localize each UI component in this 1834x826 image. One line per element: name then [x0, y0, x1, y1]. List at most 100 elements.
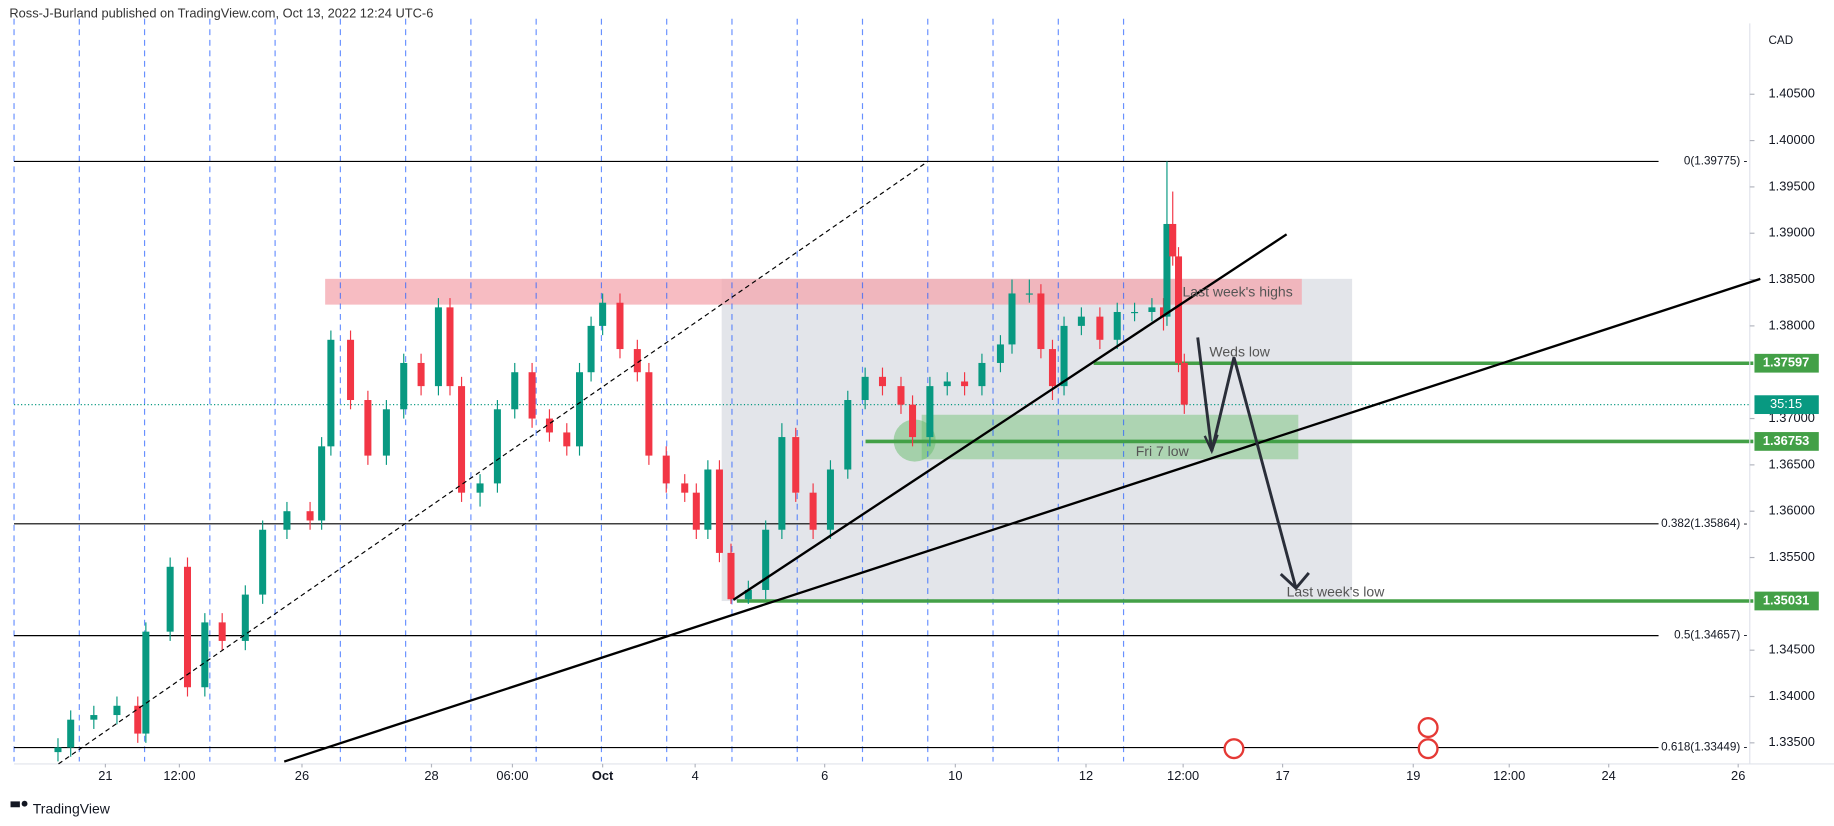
candle-body: [283, 511, 291, 530]
x-tick-label: 6: [821, 768, 828, 783]
candle-body: [792, 437, 800, 493]
candle-body: [382, 409, 390, 456]
candle-body: [715, 469, 723, 553]
candle-body: [1060, 325, 1068, 387]
event-icon[interactable]: [1223, 738, 1245, 760]
candle-body: [692, 492, 700, 530]
candle-body: [762, 529, 770, 590]
candle-body: [1096, 316, 1104, 340]
arrow-head: [1279, 571, 1310, 591]
y-tick-label: 1.38500: [1769, 271, 1815, 286]
candle-body: [926, 386, 934, 438]
candle-body: [318, 446, 326, 521]
y-tick-label: 1.34000: [1769, 688, 1815, 703]
fib-label: 0.618(1.33449) -: [1661, 741, 1747, 754]
x-tick-label: 26: [1731, 768, 1745, 783]
event-icon[interactable]: [1417, 717, 1439, 739]
candle-body: [961, 381, 969, 387]
annotation: Weds low: [1209, 343, 1270, 359]
candle-body: [400, 362, 408, 410]
x-tick-label: 12:00: [1493, 768, 1525, 783]
price-badge-label: 1.37597: [1763, 355, 1809, 370]
candle-body: [1048, 349, 1056, 387]
candle-body: [897, 386, 905, 405]
candle-body: [576, 372, 584, 447]
candle-body: [616, 302, 624, 350]
candle-body: [347, 339, 355, 401]
highs-zone: [325, 278, 1302, 305]
candle-body: [645, 372, 653, 456]
y-tick-label: 1.39000: [1769, 225, 1815, 240]
candle-body: [996, 344, 1004, 363]
drawings: Last week's highs Weds low Fri 7 low Las…: [58, 161, 1761, 765]
candle-body: [545, 418, 553, 433]
x-tick-label: 10: [948, 768, 962, 783]
candle-body: [744, 589, 752, 600]
levels: 0(1.39775) - 0.382(1.35864) - 0.5(1.34657)…: [14, 155, 1754, 754]
countdown: 35:15: [1770, 396, 1802, 411]
candle-body: [511, 372, 519, 410]
x-tick-label: 19: [1406, 768, 1420, 783]
dashed-trendline: [58, 161, 928, 765]
long-trendline: [283, 277, 1761, 763]
candle-body: [563, 432, 571, 447]
x-tick-label: Oct: [592, 768, 614, 783]
trendline: [732, 233, 1288, 601]
candle-body: [1008, 293, 1016, 345]
candle-body: [476, 483, 484, 493]
y-tick-label: 1.33500: [1769, 734, 1815, 749]
candle-body: [306, 511, 314, 521]
countdown-badge: [1754, 395, 1819, 415]
support-zone: [921, 414, 1299, 460]
x-tick-label: 06:00: [496, 768, 528, 783]
candle-body: [134, 705, 142, 734]
x-tick-label: 21: [98, 768, 112, 783]
y-tick-label: 1.36000: [1769, 503, 1815, 518]
candle-body: [1169, 223, 1177, 257]
x-tick-label: 17: [1275, 768, 1289, 783]
currency-label: CAD: [1769, 34, 1794, 47]
x-tick-label: 24: [1602, 768, 1616, 783]
candle-body: [1131, 311, 1139, 314]
price-badge-label: 1.36753: [1763, 433, 1809, 448]
candle-body: [446, 307, 454, 387]
price-badge-label: 1.35031: [1763, 592, 1809, 607]
candle-body: [54, 747, 62, 753]
x-tick-label: 28: [424, 768, 438, 783]
candle-body: [1148, 307, 1156, 312]
candle-body: [727, 552, 735, 600]
candle-body: [1180, 362, 1188, 405]
candle-body: [113, 705, 121, 716]
candle-body: [1175, 256, 1183, 363]
candle-body: [166, 566, 174, 632]
candle-body: [259, 529, 267, 595]
y-tick-label: 1.38000: [1769, 317, 1815, 332]
x-tick-label: 26: [295, 768, 309, 783]
price-badge: [1754, 353, 1819, 373]
candle-body: [458, 386, 466, 493]
candle-body: [218, 622, 226, 641]
candle-body: [878, 376, 886, 387]
candle-body: [493, 409, 501, 484]
y-tick-label: 1.40000: [1769, 132, 1815, 147]
y-tick-label: 1.35500: [1769, 549, 1815, 564]
candle-body: [978, 362, 986, 387]
price-badge: [1754, 591, 1819, 611]
x-tick-label: 4: [692, 768, 699, 783]
candle-body: [201, 622, 209, 688]
candles: [54, 161, 1188, 762]
candle-body: [1025, 293, 1033, 295]
annotation: Last week's highs: [1183, 284, 1293, 300]
candle-body: [587, 325, 595, 373]
candle-body: [241, 594, 249, 641]
candle-body: [90, 715, 98, 720]
candle-body: [844, 400, 852, 470]
y-tick-label: 1.36500: [1769, 456, 1815, 471]
event-icon[interactable]: [1417, 738, 1439, 760]
candle-body: [681, 483, 689, 493]
candle-body: [142, 631, 150, 734]
logo: [10, 800, 28, 808]
fib-label: 0.382(1.35864) -: [1661, 517, 1747, 530]
footer: TradingView: [33, 800, 111, 816]
